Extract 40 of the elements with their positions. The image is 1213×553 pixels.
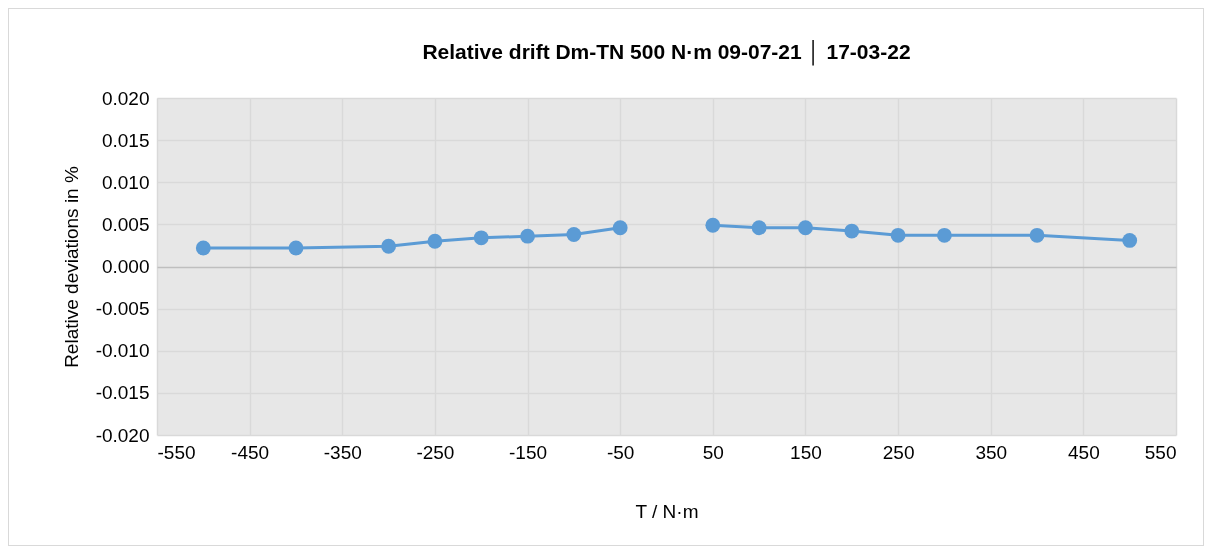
point	[288, 240, 304, 256]
x-tick-label: 250	[882, 441, 915, 463]
x-tick-label: -350	[323, 441, 362, 463]
y-tick-label: 0.005	[101, 213, 150, 235]
x-tick-label: -250	[416, 441, 455, 463]
point	[381, 238, 397, 254]
point	[566, 227, 582, 242]
point	[473, 230, 489, 246]
point	[844, 223, 860, 239]
x-tick-label: -150	[509, 441, 548, 463]
point	[936, 227, 952, 243]
y-axis-title: Relative deviations in %	[60, 166, 82, 368]
point	[612, 220, 628, 236]
point	[520, 228, 535, 244]
y-tick-label: -0.010	[95, 340, 150, 362]
x-tick-label: 50	[702, 441, 724, 463]
y-tick-label: -0.005	[95, 298, 150, 320]
point	[1029, 227, 1045, 243]
x-tick-label: 150	[790, 441, 822, 463]
point	[798, 220, 813, 236]
x-axis-title: T / N·m	[635, 500, 699, 522]
y-tick-label: 0.010	[101, 171, 150, 193]
y-tick-label: -0.015	[95, 382, 150, 404]
y-tick-label: 0.000	[101, 256, 150, 277]
point	[1122, 232, 1138, 248]
x-tick-label: 550	[1144, 441, 1177, 463]
point	[427, 233, 443, 249]
y-tick-label: 0.020	[101, 87, 150, 109]
x-tick-label: -550	[157, 441, 196, 463]
y-tick-label: 0.015	[101, 129, 150, 151]
point	[751, 220, 767, 236]
chart-title: Relative drift Dm-TN 500 N·m 09-07-21 │ 17-03-22	[422, 39, 911, 66]
x-tick-label: 450	[1068, 441, 1100, 463]
point	[890, 227, 906, 243]
point	[195, 240, 211, 256]
x-tick-label: -450	[231, 441, 270, 463]
x-tick-label: 350	[975, 441, 1008, 463]
point	[705, 217, 721, 233]
x-tick-label: -50	[606, 441, 635, 463]
y-tick-label: -0.020	[95, 424, 150, 446]
